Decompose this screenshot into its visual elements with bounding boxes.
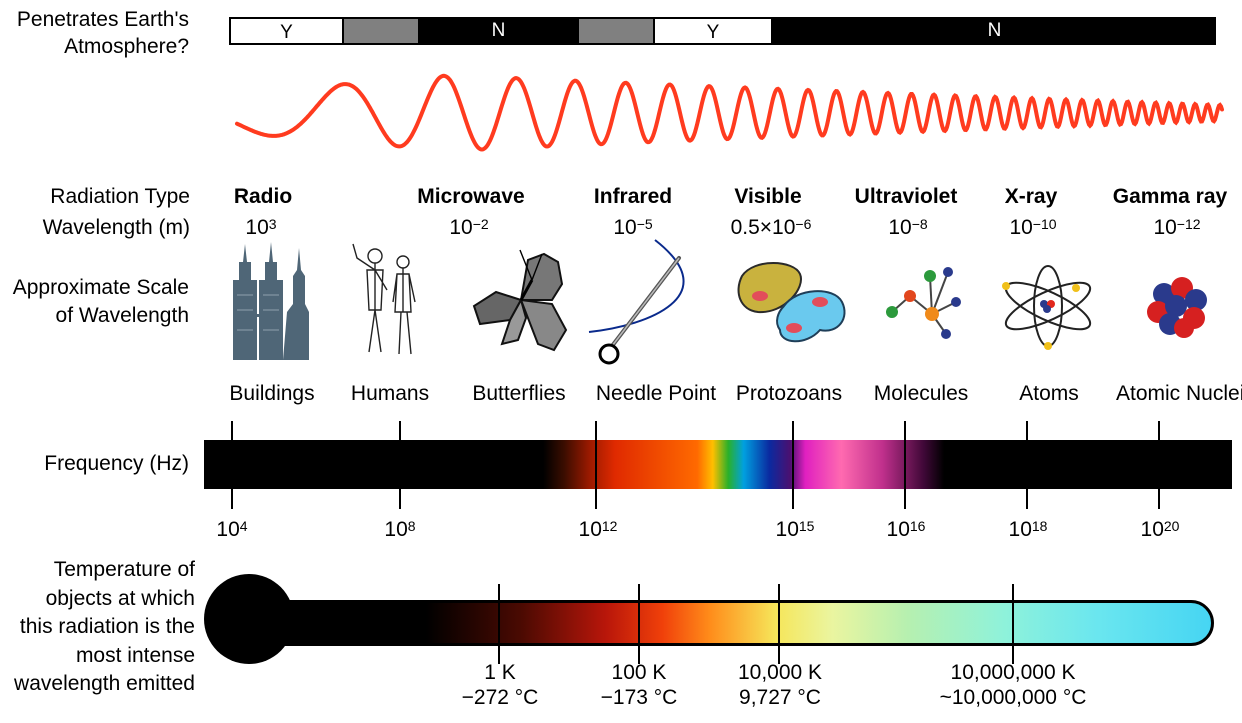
temperature-tick	[498, 584, 500, 664]
scale-object-label: Protozoans	[735, 382, 843, 405]
radiation-name: X-ray	[1004, 185, 1058, 208]
scale-label-line1: Approximate Scale	[12, 276, 189, 299]
atmosphere-segment-no: N	[418, 17, 579, 45]
atmosphere-segment-no: N	[773, 17, 1216, 45]
temperature-tick	[1012, 584, 1014, 664]
frequency-tick	[231, 421, 233, 509]
protozoans-icon	[737, 262, 846, 343]
temperature-celsius: −173 °C	[600, 686, 678, 709]
radiation-name: Radio	[233, 185, 293, 208]
temperature-kelvin: 100 K	[611, 661, 667, 684]
buildings-icon	[233, 242, 309, 360]
scale-object-label: Needle Point	[595, 382, 717, 405]
frequency-tick-label: 1015	[775, 518, 815, 541]
radiation-name: Infrared	[593, 185, 673, 208]
frequency-tick-label: 1018	[1008, 518, 1048, 541]
temperature-tick	[778, 584, 780, 664]
scale-label-line2: of Wavelength	[55, 304, 189, 327]
temperature-label-line: this radiation is the	[19, 615, 195, 638]
frequency-tick-label: 104	[216, 518, 248, 541]
scale-object-label: Butterflies	[472, 382, 566, 405]
frequency-tick-label: 108	[384, 518, 416, 541]
humans-icon	[352, 243, 416, 355]
frequency-spectrum-bar	[204, 440, 1232, 489]
scale-object-label: Atoms	[1019, 382, 1079, 405]
wavelength-label: Wavelength (m)	[42, 216, 190, 239]
atmosphere-segment-yes: Y	[229, 17, 344, 45]
wavelength-value: 10−10	[1009, 216, 1057, 239]
scale-object-label: Molecules	[873, 382, 969, 405]
thermometer-neck	[268, 603, 298, 643]
radiation-name: Visible	[734, 185, 802, 208]
frequency-tick-label: 1012	[578, 518, 618, 541]
temperature-kelvin: 1 K	[484, 661, 516, 684]
temperature-tick-label: 10,000 K 9,727 °C	[738, 660, 822, 710]
frequency-tick	[595, 421, 597, 509]
wavelength-value: 10−2	[449, 216, 489, 239]
scale-label: Approximate Scale of Wavelength	[0, 274, 189, 330]
frequency-tick	[399, 421, 401, 509]
wavelength-value: 10−12	[1153, 216, 1201, 239]
frequency-tick	[792, 421, 794, 509]
scale-object-label: Buildings	[229, 382, 315, 405]
atmosphere-segment-partial	[579, 17, 653, 45]
frequency-label: Frequency (Hz)	[44, 452, 189, 475]
atmosphere-question-line2: Atmosphere?	[64, 35, 189, 58]
temperature-label-line: wavelength emitted	[14, 672, 195, 695]
temperature-tick-label: 100 K −173 °C	[601, 660, 678, 710]
radiation-name: Microwave	[417, 185, 525, 208]
temperature-tick-label: 1 K −272 °C	[462, 660, 539, 710]
frequency-tick-label: 1020	[1140, 518, 1180, 541]
temperature-tick	[638, 584, 640, 664]
nucleus-icon	[1147, 277, 1207, 338]
atmosphere-segment-partial	[344, 17, 418, 45]
atmosphere-question: Penetrates Earth's Atmosphere?	[0, 6, 189, 60]
frequency-tick-label: 1016	[886, 518, 926, 541]
temperature-kelvin: 10,000,000 K	[950, 661, 1076, 684]
atmosphere-question-line1: Penetrates Earth's	[16, 8, 189, 31]
scale-object-label: Atomic Nuclei	[1116, 382, 1242, 405]
wavelength-value: 0.5×10−6	[730, 216, 812, 239]
thermometer-tube	[262, 600, 1214, 646]
butterfly-icon	[472, 249, 568, 352]
temperature-kelvin: 10,000 K	[737, 661, 823, 684]
frequency-tick	[904, 421, 906, 509]
temperature-label-line: most intense	[75, 643, 195, 667]
temperature-label: Temperature of objects at which this rad…	[0, 556, 195, 699]
wavelength-value: 10−8	[888, 216, 928, 239]
atom-icon	[1002, 265, 1092, 350]
molecule-icon	[886, 267, 961, 339]
radiation-name: Ultraviolet	[854, 185, 958, 208]
atmosphere-segment-yes: Y	[653, 17, 773, 45]
frequency-tick	[1158, 421, 1160, 509]
temperature-tick-label: 10,000,000 K ~10,000,000 °C	[940, 660, 1087, 710]
needle-icon	[588, 239, 685, 365]
scale-object-label: Humans	[350, 382, 430, 405]
temperature-celsius: ~10,000,000 °C	[939, 686, 1087, 709]
radiation-name: Gamma ray	[1112, 185, 1228, 208]
temperature-celsius: −272 °C	[461, 686, 539, 709]
wavelength-value: 103	[245, 216, 277, 239]
radiation-type-label: Radiation Type	[50, 185, 190, 208]
temperature-celsius: 9,727 °C	[739, 686, 821, 709]
wavelength-value: 10−5	[613, 216, 653, 239]
temperature-label-line: Temperature of	[53, 558, 195, 581]
frequency-tick	[1026, 421, 1028, 509]
temperature-label-line: objects at which	[45, 586, 195, 610]
